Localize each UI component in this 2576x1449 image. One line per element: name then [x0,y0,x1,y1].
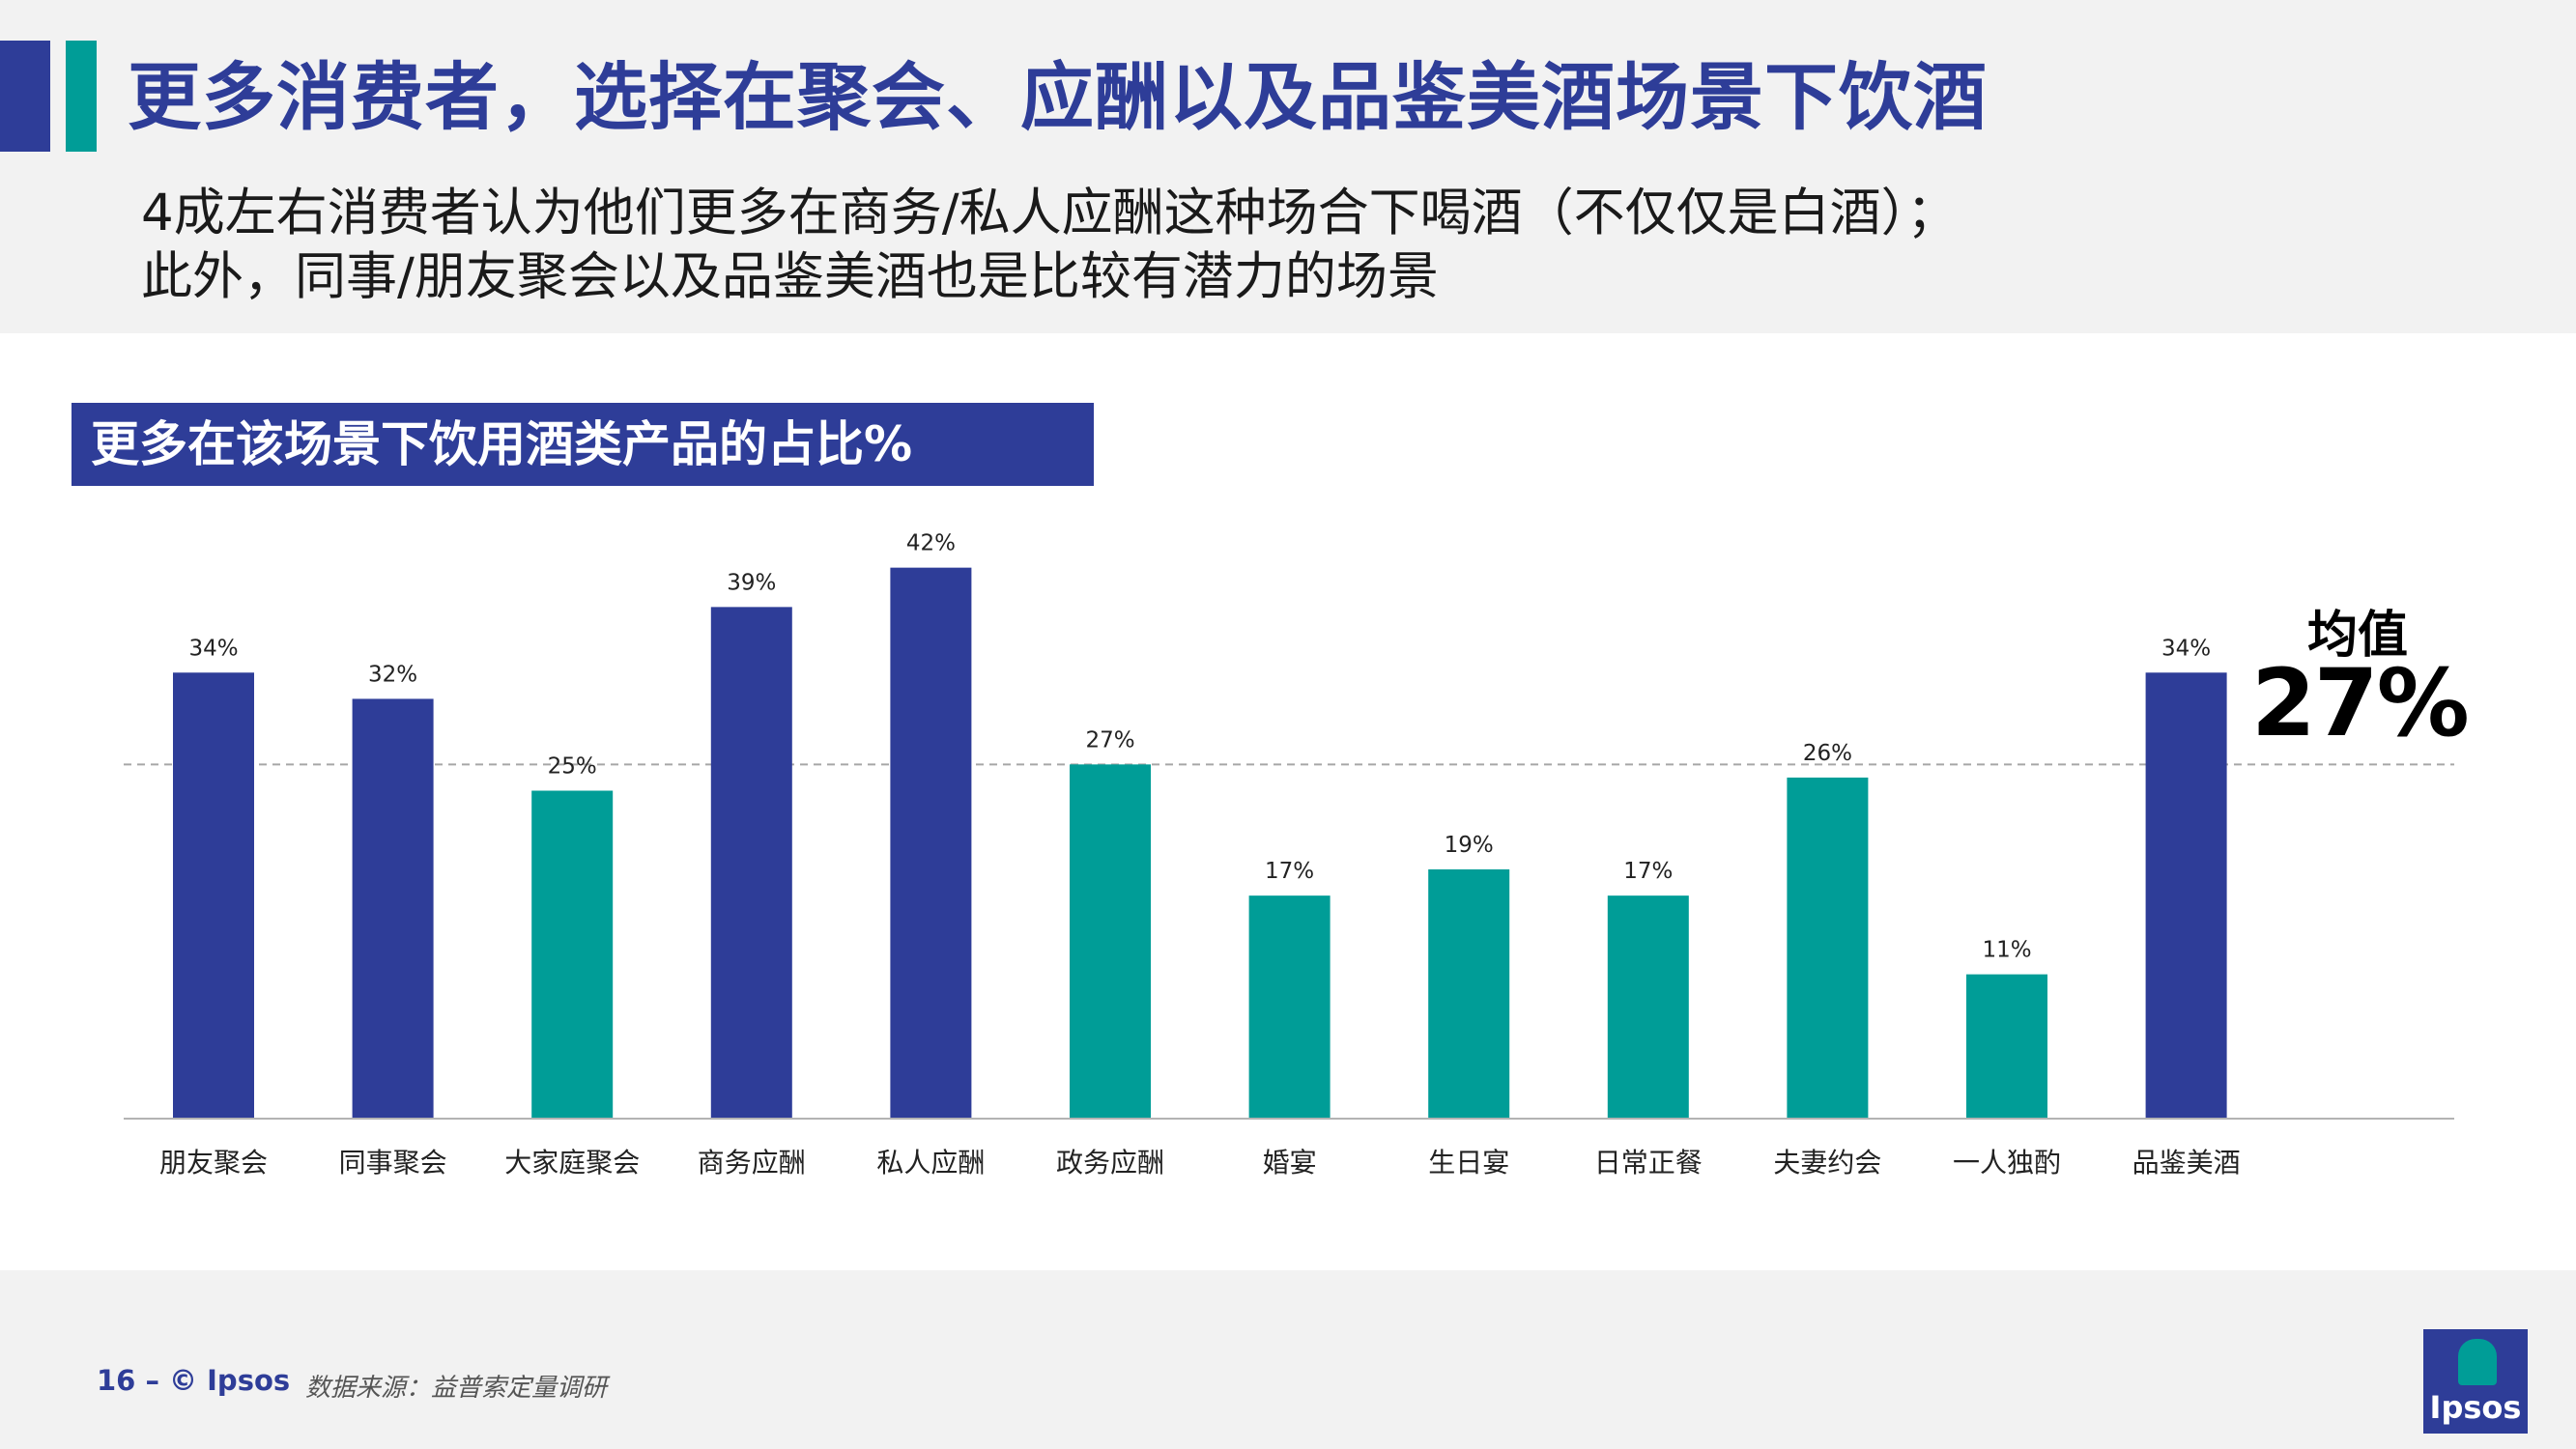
bar-12 [2145,672,2227,1119]
page-title: 更多消费者，选择在聚会、应酬以及品鉴美酒场景下饮酒 [128,54,1988,140]
category-label-1: 朋友聚会 [159,1147,268,1179]
ipsos-logo: Ipsos [2423,1329,2528,1434]
bar-8 [1428,868,1510,1119]
bar-10 [1787,777,1869,1119]
subtitle: 4成左右消费者认为他们更多在商务/私人应酬这种场合下喝酒（不仅仅是白酒）； 此外… [141,182,2363,309]
bar-3 [531,790,614,1119]
value-label-12: 34% [2161,636,2211,661]
mean-value: 27% [2251,649,2470,757]
bar-1 [173,672,254,1119]
chart-title: 更多在该场景下饮用酒类产品的占比% [72,403,1094,486]
category-label-11: 一人独酌 [1953,1147,2061,1179]
value-label-9: 17% [1623,859,1673,884]
bar-5 [890,567,972,1119]
value-label-4: 39% [727,570,776,595]
value-label-3: 25% [548,754,597,780]
category-label-3: 大家庭聚会 [504,1147,640,1179]
bar-7 [1248,895,1331,1119]
category-label-4: 商务应酬 [698,1147,806,1179]
footer-source: 数据来源：益普索定量调研 [305,1374,608,1403]
bar-6 [1070,764,1151,1119]
bar-11 [1966,974,2047,1119]
category-label-5: 私人应酬 [876,1147,985,1179]
value-label-1: 34% [188,636,238,661]
category-label-9: 日常正餐 [1594,1147,1703,1179]
category-label-12: 品鉴美酒 [2132,1147,2241,1179]
category-label-10: 夫妻约会 [1773,1147,1881,1179]
subtitle-line-1: 4成左右消费者认为他们更多在商务/私人应酬这种场合下喝酒（不仅仅是白酒）； [141,184,1959,242]
footer-page-number: 16 – © Ipsos [97,1364,291,1397]
bar-9 [1607,895,1689,1119]
category-label-7: 婚宴 [1263,1147,1317,1179]
value-label-7: 17% [1265,859,1314,884]
title-accent-bar-dark [0,41,50,152]
category-label-2: 同事聚会 [339,1147,447,1179]
value-label-6: 27% [1085,727,1134,753]
bar-2 [352,698,434,1119]
value-label-10: 26% [1803,741,1852,766]
bar-4 [710,607,792,1119]
logo-text: Ipsos [2429,1389,2522,1426]
value-label-8: 19% [1445,833,1494,858]
value-label-5: 42% [906,531,956,556]
value-label-2: 32% [368,662,417,687]
header-band [0,0,2576,333]
category-label-6: 政务应酬 [1056,1147,1164,1179]
title-accent-bar-teal [66,41,97,152]
logo-mark-icon [2458,1339,2497,1385]
mean-label: 均值 [2306,607,2408,665]
value-label-11: 11% [1982,938,2031,963]
category-label-8: 生日宴 [1428,1147,1509,1179]
subtitle-line-2: 此外，同事/朋友聚会以及品鉴美酒也是比较有潜力的场景 [141,247,1439,306]
